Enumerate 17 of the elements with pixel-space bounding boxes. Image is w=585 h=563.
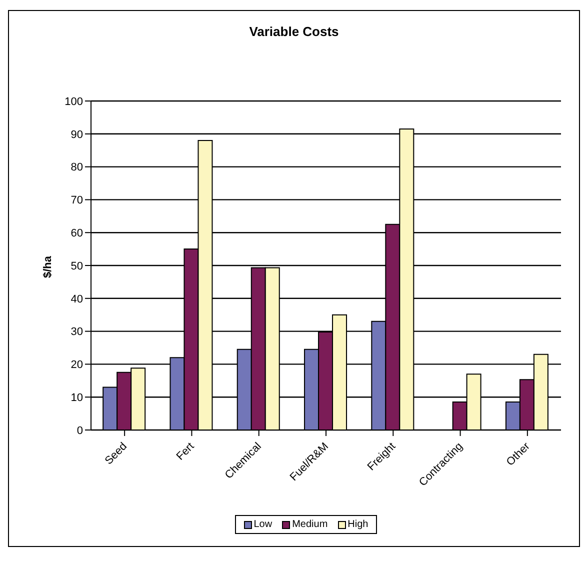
- y-tick-label: 20: [70, 359, 83, 372]
- legend-label: Low: [252, 519, 272, 530]
- y-tick-label: 50: [70, 260, 83, 272]
- chart-title: Variable Costs: [248, 24, 340, 39]
- y-tick-label: 10: [70, 392, 83, 404]
- y-tick-label: 60: [70, 228, 83, 240]
- y-axis-title: $/ha: [42, 256, 54, 278]
- y-tick-label: 70: [70, 194, 83, 207]
- y-tick-label: 80: [70, 162, 83, 174]
- x-tick-label: Fert: [174, 440, 197, 463]
- y-tick-label: 0: [76, 424, 83, 437]
- y-tick-label: 90: [70, 128, 83, 141]
- legend-label: High: [346, 519, 368, 530]
- y-tick-label: 100: [64, 96, 83, 108]
- legend-label: Medium: [291, 519, 328, 530]
- y-tick-label: 30: [70, 326, 83, 338]
- y-tick-label: 40: [70, 293, 83, 306]
